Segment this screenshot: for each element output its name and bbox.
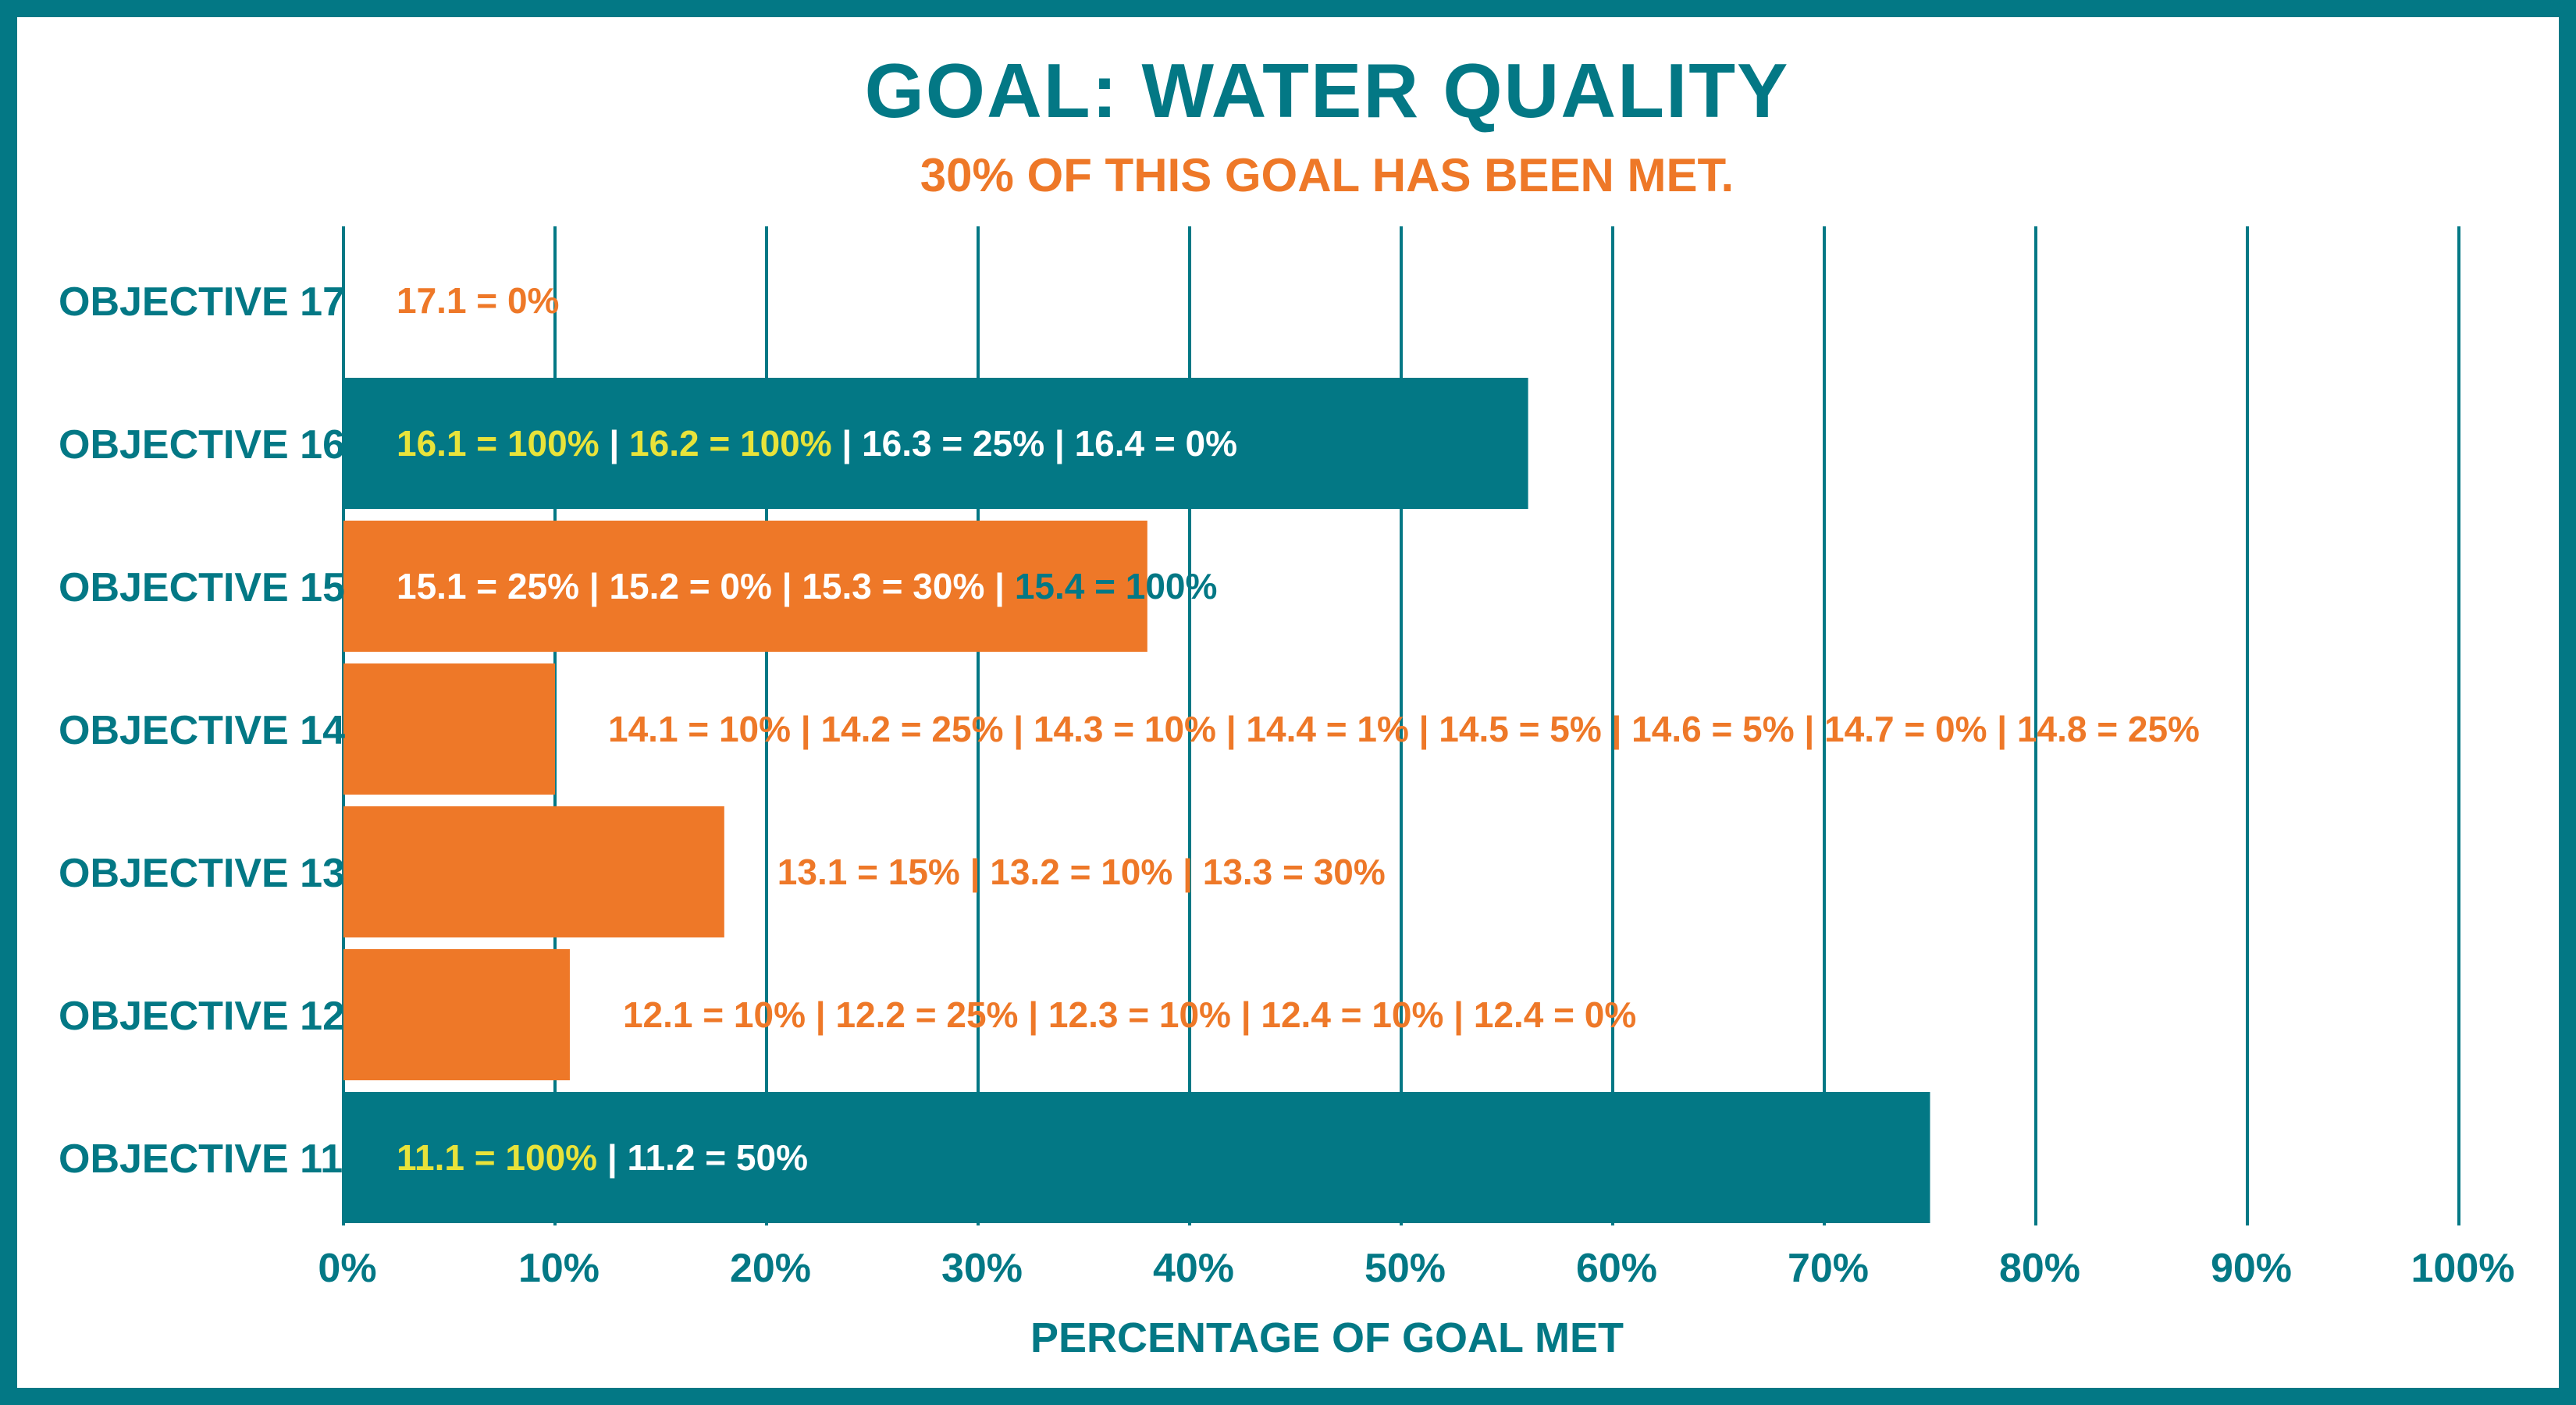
annotation-separator: |	[1443, 994, 1473, 1035]
annotation-separator: |	[1216, 709, 1246, 749]
bar-annotation: 17.1 = 0%	[397, 280, 559, 321]
annotation-segment: 14.6 = 5%	[1631, 709, 1794, 749]
bar-annotation: 14.1 = 10% | 14.2 = 25% | 14.3 = 10% | 1…	[608, 709, 2200, 749]
annotation-segment: 14.2 = 25%	[820, 709, 1003, 749]
category-label: OBJECTIVE 11	[59, 1136, 343, 1182]
bar	[343, 378, 1528, 509]
annotation-segment: 13.2 = 10%	[990, 852, 1172, 892]
bar	[343, 949, 570, 1080]
x-tick-label: 0%	[318, 1246, 376, 1291]
bar-annotation: 15.1 = 25% | 15.2 = 0% | 15.3 = 30% | 15…	[397, 566, 1217, 606]
annotation-separator: |	[600, 423, 629, 464]
x-axis-label: PERCENTAGE OF GOAL MET	[1030, 1314, 1624, 1361]
annotation-segment: 15.4 = 100%	[1015, 566, 1218, 606]
x-tick-label: 60%	[1576, 1246, 1657, 1291]
annotation-segment: 16.3 = 25%	[862, 423, 1044, 464]
annotation-segment: 12.1 = 10%	[623, 994, 806, 1035]
x-tick-label: 50%	[1364, 1246, 1446, 1291]
annotation-separator: |	[1044, 423, 1074, 464]
annotation-separator: |	[791, 709, 820, 749]
x-tick-label: 20%	[730, 1246, 811, 1291]
x-tick-label: 10%	[518, 1246, 600, 1291]
annotation-separator: |	[806, 994, 835, 1035]
annotation-segment: 14.5 = 5%	[1439, 709, 1601, 749]
category-label: OBJECTIVE 15	[59, 565, 345, 610]
annotation-segment: 16.1 = 100%	[397, 423, 600, 464]
bar	[343, 806, 724, 937]
x-tick-label: 90%	[2211, 1246, 2292, 1291]
bar	[343, 1092, 1930, 1223]
annotation-separator: |	[1018, 994, 1048, 1035]
bar-annotations: 17.1 = 0% 16.1 = 100% | 16.2 = 100% | 16.…	[397, 280, 2200, 1178]
annotation-separator: |	[1409, 709, 1439, 749]
annotation-segment: 14.8 = 25%	[2017, 709, 2200, 749]
annotation-segment: 14.7 = 0%	[1824, 709, 1987, 749]
annotation-segment: 14.1 = 10%	[608, 709, 791, 749]
annotation-segment: 17.1 = 0%	[397, 280, 559, 321]
annotation-separator: |	[1795, 709, 1824, 749]
category-label: OBJECTIVE 13	[59, 851, 345, 896]
annotation-segment: 16.2 = 100%	[629, 423, 832, 464]
annotation-separator: |	[597, 1137, 627, 1178]
annotation-separator: |	[1004, 709, 1034, 749]
annotation-segment: 15.1 = 25%	[397, 566, 579, 606]
bar	[343, 663, 555, 795]
annotation-separator: |	[960, 852, 990, 892]
annotation-separator: |	[1602, 709, 1631, 749]
x-tick-label: 100%	[2411, 1246, 2515, 1291]
bars	[343, 378, 1930, 1223]
annotation-segment: 13.1 = 15%	[777, 852, 960, 892]
x-tick-label: 70%	[1788, 1246, 1869, 1291]
annotation-segment: 15.2 = 0%	[609, 566, 771, 606]
annotation-segment: 14.4 = 1%	[1246, 709, 1408, 749]
annotation-separator: |	[1172, 852, 1202, 892]
chart-subtitle: 30% OF THIS GOAL HAS BEEN MET.	[920, 149, 1734, 201]
annotation-separator: |	[772, 566, 802, 606]
annotation-segment: 11.2 = 50%	[628, 1137, 808, 1178]
bar-annotation: 12.1 = 10% | 12.2 = 25% | 12.3 = 10% | 1…	[623, 994, 1636, 1035]
x-tick-labels: 0% 10% 20% 30% 40% 50% 60% 70% 80% 90% 100%	[318, 1246, 2514, 1291]
annotation-segment: 11.1 = 100%	[397, 1137, 597, 1178]
category-label: OBJECTIVE 12	[59, 994, 345, 1039]
annotation-separator: |	[984, 566, 1014, 606]
annotation-separator: |	[1987, 709, 2016, 749]
annotation-separator: |	[832, 423, 862, 464]
annotation-segment: 14.3 = 10%	[1034, 709, 1216, 749]
category-label: OBJECTIVE 17	[59, 279, 345, 325]
annotation-segment: 16.4 = 0%	[1075, 423, 1237, 464]
chart-title: GOAL: WATER QUALITY	[865, 48, 1790, 133]
x-tick-label: 30%	[941, 1246, 1023, 1291]
annotation-segment: 12.4 = 10%	[1261, 994, 1443, 1035]
category-labels: OBJECTIVE 17 OBJECTIVE 16 OBJECTIVE 15 OBJE…	[59, 279, 345, 1182]
x-tick-label: 40%	[1153, 1246, 1234, 1291]
annotation-segment: 13.3 = 30%	[1203, 852, 1386, 892]
annotation-segment: 12.3 = 10%	[1048, 994, 1231, 1035]
annotation-separator: |	[1231, 994, 1261, 1035]
annotation-segment: 12.2 = 25%	[835, 994, 1018, 1035]
bar	[343, 521, 1147, 652]
bar-annotation: 11.1 = 100% | 11.2 = 50%	[397, 1137, 808, 1178]
category-label: OBJECTIVE 14	[59, 708, 345, 753]
bar-annotation: 16.1 = 100% | 16.2 = 100% | 16.3 = 25% |…	[397, 423, 1237, 464]
annotation-segment: 15.3 = 30%	[802, 566, 984, 606]
category-label: OBJECTIVE 16	[59, 422, 345, 468]
bar-annotation: 13.1 = 15% | 13.2 = 10% | 13.3 = 30%	[777, 852, 1386, 892]
annotation-segment: 12.4 = 0%	[1474, 994, 1636, 1035]
x-tick-label: 80%	[1999, 1246, 2080, 1291]
annotation-separator: |	[579, 566, 609, 606]
